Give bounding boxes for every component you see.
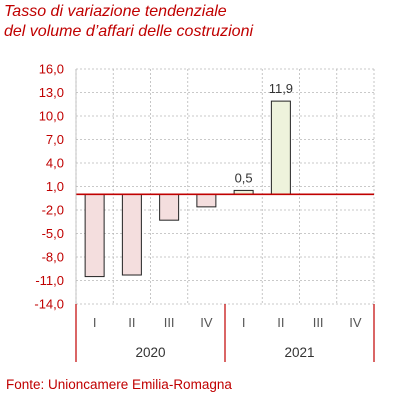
x-category-label: III	[164, 315, 175, 330]
x-category-label: I	[242, 315, 246, 330]
x-category-label: II	[128, 315, 135, 330]
chart-title: Tasso di variazione tendenziale del volu…	[4, 2, 253, 42]
y-tick-label: -5,0	[42, 226, 64, 241]
bar-6	[270, 100, 291, 195]
x-category-label: IV	[200, 315, 213, 330]
y-tick-label: 16,0	[39, 62, 64, 77]
source-note: Fonte: Unioncamere Emilia-Romagna	[6, 377, 232, 392]
y-tick-label: 7,0	[46, 132, 64, 147]
chart-title-line-2: del volume d’affari delle costruzioni	[4, 23, 254, 40]
x-category-label: I	[93, 315, 97, 330]
bar-1	[84, 193, 105, 278]
y-tick-label: 4,0	[46, 156, 64, 171]
y-tick-label: 10,0	[39, 109, 64, 124]
x-category-label: IV	[349, 315, 362, 330]
bar-4	[196, 193, 217, 208]
bar-3	[159, 193, 180, 221]
y-tick-label: -8,0	[42, 250, 64, 265]
x-category-label: III	[313, 315, 324, 330]
data-label: 0,5	[235, 170, 253, 185]
x-category-label: II	[277, 315, 284, 330]
x-group-label: 2020	[135, 345, 165, 360]
y-tick-label: 13,0	[39, 85, 64, 100]
y-tick-label: 1,0	[46, 179, 64, 194]
y-tick-label: -11,0	[35, 273, 64, 288]
y-tick-label: -14,0	[34, 297, 64, 312]
chart-title-line-1: Tasso di variazione tendenziale	[4, 3, 227, 20]
x-group-label: 2021	[284, 345, 314, 360]
data-label: 11,9	[269, 81, 293, 96]
y-tick-label: -2,0	[42, 203, 64, 218]
bar-2	[121, 193, 142, 276]
